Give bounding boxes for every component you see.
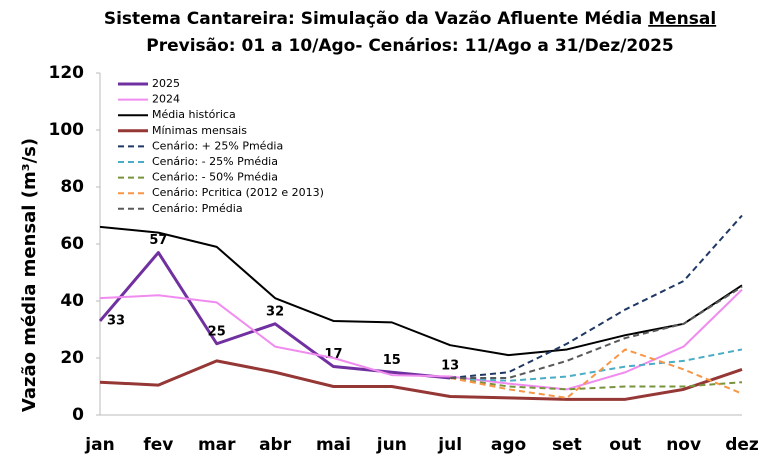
x-tick-label: set (552, 435, 582, 455)
chart-title: Sistema Cantareira: Simulação da Vazão A… (104, 9, 716, 29)
y-tick-label: 100 (49, 120, 85, 140)
legend-label: 2024 (152, 93, 180, 106)
series-line (99, 225, 743, 357)
data-label: 57 (149, 233, 167, 248)
series-line (99, 359, 743, 401)
legend-label: Cenário: - 25% Pmédia (152, 155, 278, 168)
x-tick-label: jun (376, 435, 407, 455)
legend-label: 2025 (152, 77, 180, 90)
series-line (450, 285, 743, 379)
x-tick-label: jan (84, 435, 114, 455)
data-label: 15 (383, 353, 401, 368)
legend-label: Cenário: Pmédia (152, 202, 243, 215)
series-line (450, 214, 743, 379)
data-label: 33 (107, 313, 125, 328)
legend-label: Cenário: Pcritica (2012 e 2013) (152, 186, 324, 199)
data-label: 32 (266, 304, 284, 319)
legend-label: Mínimas mensais (152, 124, 247, 137)
x-tick-label: dez (725, 435, 759, 455)
x-tick-label: out (609, 435, 641, 455)
data-label: 13 (441, 358, 459, 373)
x-tick-label: mai (316, 435, 351, 455)
x-tick-label: nov (666, 435, 701, 455)
y-tick-label: 60 (60, 234, 84, 254)
title-underlined: Mensal (648, 9, 716, 29)
x-tick-label: ago (491, 435, 526, 455)
series-line (98, 251, 451, 380)
y-tick-label: 0 (72, 405, 84, 425)
legend-label: Cenário: + 25% Pmédia (152, 139, 283, 152)
x-tick-label: fev (143, 435, 173, 455)
chart-subtitle: Previsão: 01 a 10/Ago- Cenários: 11/Ago … (146, 36, 674, 56)
data-label: 25 (208, 324, 226, 339)
y-tick-label: 20 (60, 348, 84, 368)
x-tick-label: abr (259, 435, 292, 455)
legend-label: Média histórica (152, 108, 236, 121)
y-tick-label: 120 (49, 63, 85, 83)
x-tick-label: jul (437, 435, 462, 455)
title-text: Sistema Cantareira: Simulação da Vazão A… (104, 9, 642, 29)
y-tick-label: 40 (60, 291, 84, 311)
legend-label: Cenário: - 50% Pmédia (152, 171, 278, 184)
series-line (450, 348, 743, 382)
y-axis-label: Vazão média mensal (m³/s) (19, 138, 40, 412)
series-line (450, 376, 743, 391)
y-tick-label: 80 (60, 177, 84, 197)
x-tick-label: mar (198, 435, 236, 455)
series-line (99, 288, 743, 391)
